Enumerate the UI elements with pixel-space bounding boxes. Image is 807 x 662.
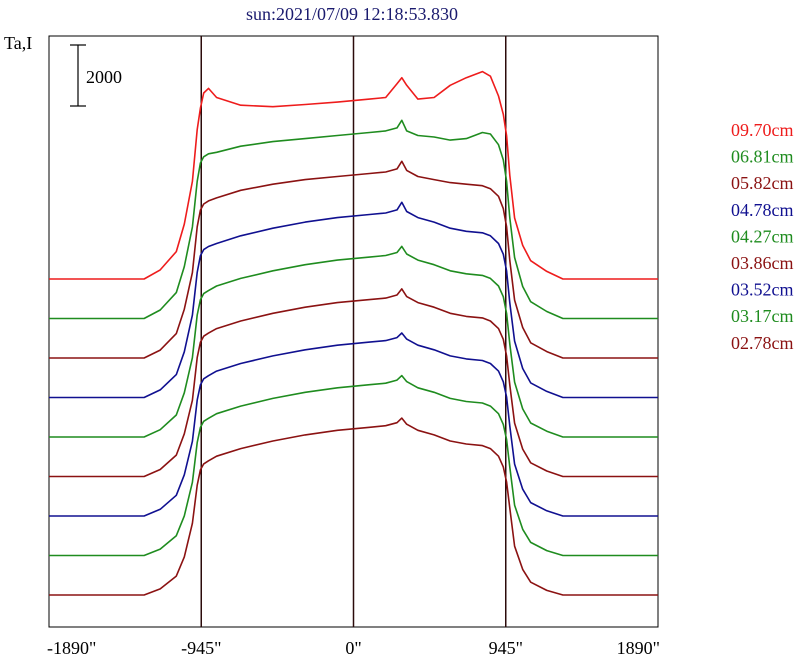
legend-entry: 09.70cm (731, 120, 794, 140)
x-tick-label: -945" (181, 638, 221, 658)
series-line-04.78cm (49, 201, 658, 399)
series-line-04.27cm (49, 245, 658, 438)
reference-lines (200, 36, 507, 627)
series-line-03.52cm (49, 332, 658, 517)
x-tick-label: -1890" (47, 638, 96, 658)
series-line-02.78cm (49, 417, 658, 596)
series-line-09.70cm (49, 70, 658, 280)
legend-entry: 02.78cm (731, 333, 794, 353)
x-tick-label: 0" (345, 638, 361, 658)
series-line-05.82cm (49, 160, 658, 359)
series-line-03.17cm (49, 374, 658, 557)
legend: 09.70cm 06.81cm 05.82cm 04.78cm 04.27cm 03.86… (731, 120, 794, 353)
chart-title: sun:2021/07/09 12:18:53.830 (246, 4, 458, 24)
scale-bar-label: 2000 (86, 67, 122, 87)
series-line-06.81cm (49, 119, 658, 320)
series-group (49, 70, 658, 596)
y-axis-label: Ta,I (4, 33, 32, 53)
legend-entry: 06.81cm (731, 147, 794, 167)
legend-entry: 03.17cm (731, 306, 794, 326)
scale-bar: 2000 (70, 44, 122, 107)
legend-entry: 04.78cm (731, 200, 794, 220)
legend-entry: 03.52cm (731, 280, 794, 300)
series-line-03.86cm (49, 288, 658, 478)
legend-entry: 04.27cm (731, 226, 794, 246)
legend-entry: 03.86cm (731, 253, 794, 273)
x-tick-label: 1890" (617, 638, 660, 658)
x-tick-label: 945" (489, 638, 523, 658)
legend-entry: 05.82cm (731, 173, 794, 193)
x-tick-labels: -1890" -945" 0" 945" 1890" (47, 638, 660, 658)
